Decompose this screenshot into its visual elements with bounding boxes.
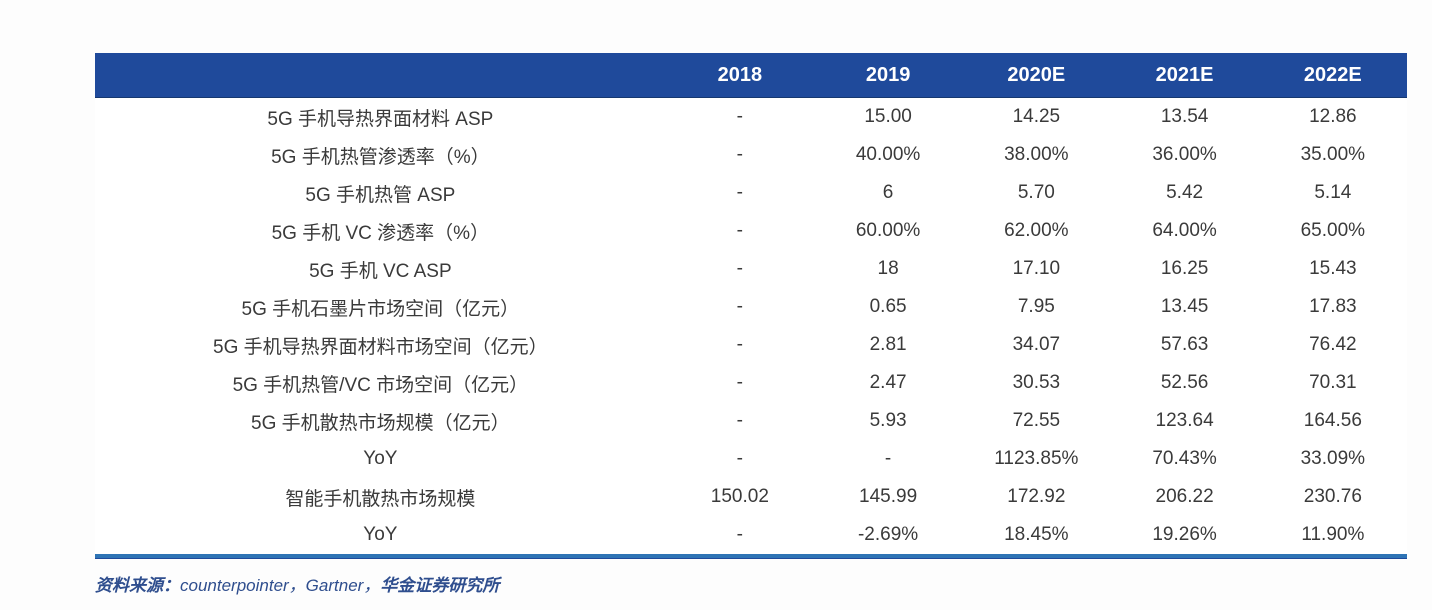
- table-row: 5G 手机热管 ASP - 6 5.70 5.42 5.14: [95, 174, 1407, 212]
- cell-value: 5.14: [1314, 182, 1352, 203]
- cell-value: 0.65: [869, 296, 907, 317]
- cell-value: 60.00%: [855, 220, 921, 241]
- cell-value: 11.90%: [1301, 524, 1365, 545]
- header-cell-year: 2022E: [1303, 64, 1362, 86]
- cell-value: 6: [882, 182, 894, 203]
- cell-value: 15.43: [1309, 258, 1357, 279]
- row-label: 5G 手机导热界面材料 ASP: [267, 108, 494, 130]
- cell-value: 230.76: [1303, 486, 1362, 507]
- cell-value: 34.07: [1012, 334, 1061, 355]
- cell-value: 36.00%: [1152, 144, 1217, 165]
- cell-value: 65.00%: [1300, 220, 1366, 241]
- cell-value: 33.09%: [1300, 448, 1366, 469]
- cell-value: 15.00: [864, 106, 912, 127]
- cell-value: 70.31: [1309, 372, 1357, 393]
- cell-value: 62.00%: [1004, 220, 1069, 241]
- cell-value: -: [736, 334, 743, 355]
- cell-value: -: [736, 220, 743, 241]
- cell-value: 164.56: [1303, 410, 1362, 431]
- cell-value: 2.47: [869, 372, 907, 393]
- cell-value: 17.10: [1012, 258, 1061, 279]
- cell-value: 5.42: [1166, 182, 1204, 203]
- row-label: YoY: [363, 524, 398, 545]
- cell-value: 16.25: [1160, 258, 1209, 279]
- header-cell-year: 2018: [717, 64, 763, 86]
- source-institute-text: 华金证券研究所: [380, 576, 500, 595]
- cell-value: 30.53: [1012, 372, 1061, 393]
- cell-value: 18: [877, 258, 899, 279]
- table-row: YoY - -2.69% 18.45% 19.26% 11.90%: [95, 516, 1407, 554]
- cell-value: 206.22: [1155, 486, 1214, 507]
- cell-value: -: [736, 524, 743, 545]
- cell-value: 2.81: [869, 334, 907, 355]
- cell-value: 38.00%: [1004, 144, 1069, 165]
- cell-value: 57.63: [1160, 334, 1209, 355]
- table-body: 5G 手机导热界面材料 ASP -15.00 14.25 13.54 12.86 5G 手…: [95, 98, 1407, 554]
- row-label: 5G 手机热管渗透率（%）: [271, 146, 490, 168]
- row-label: 5G 手机 VC ASP: [309, 260, 452, 282]
- cell-value: -: [736, 258, 743, 279]
- cell-value: -: [736, 182, 743, 203]
- row-label: YoY: [363, 448, 398, 469]
- cell-value: 35.00%: [1300, 144, 1366, 165]
- cell-value: -: [736, 448, 743, 469]
- cell-value: 72.55: [1012, 410, 1061, 431]
- row-label: 5G 手机 VC 渗透率（%）: [271, 222, 490, 244]
- cell-value: 76.42: [1309, 334, 1357, 355]
- cell-value: -: [736, 372, 743, 393]
- header-cell-year: 2021E: [1155, 64, 1214, 86]
- row-label: 5G 手机散热市场规模（亿元）: [251, 412, 510, 434]
- cell-value: 7.95: [1017, 296, 1055, 317]
- cell-value: 52.56: [1160, 372, 1209, 393]
- cell-value: 17.83: [1309, 296, 1357, 317]
- table-row: 5G 手机石墨片市场空间（亿元） - 0.65 7.95 13.45 17.83: [95, 288, 1407, 326]
- cell-value: 70.43%: [1152, 448, 1217, 469]
- cell-value: 172.92: [1007, 486, 1066, 507]
- source-agencies-text: counterpointer，Gartner，: [180, 576, 381, 595]
- cell-value: 18.45%: [1004, 524, 1069, 545]
- header-cell-label: [95, 53, 666, 97]
- cell-value: 14.25: [1012, 106, 1061, 127]
- cell-value: 13.54: [1160, 106, 1209, 127]
- cell-value: 1123.85%: [994, 448, 1079, 469]
- cell-value: 19.26%: [1152, 524, 1217, 545]
- row-label: 智能手机散热市场规模: [285, 488, 476, 510]
- cell-value: 5.93: [869, 410, 907, 431]
- table-row: 5G 手机散热市场规模（亿元） - 5.93 72.55 123.64 164.56: [95, 402, 1407, 440]
- row-label: 5G 手机热管 ASP: [305, 184, 456, 206]
- table-row: 5G 手机导热界面材料市场空间（亿元） - 2.81 34.07 57.63 76.42: [95, 326, 1407, 364]
- row-label: 5G 手机热管/VC 市场空间（亿元）: [232, 374, 529, 396]
- cell-value: 145.99: [859, 486, 918, 507]
- cell-value: 12.86: [1309, 106, 1357, 127]
- table-bottom-border: [95, 554, 1407, 559]
- header-cell-year: 2020E: [1007, 64, 1066, 86]
- table-row: 5G 手机热管/VC 市场空间（亿元） - 2.47 30.53 52.56 70.31: [95, 364, 1407, 402]
- cell-value: -: [736, 410, 743, 431]
- source-note: 资料来源：counterpointer，Gartner，华金证券研究所: [95, 571, 1407, 596]
- cell-value: -: [736, 296, 743, 317]
- table-header-row: 2018 2019 2020E 2021E 2022E: [95, 53, 1407, 98]
- table-row: 智能手机散热市场规模 150.02 145.99 172.92 206.22 230.76: [95, 478, 1407, 516]
- source-prefix-label: 资料来源：: [95, 576, 180, 595]
- table-row: 5G 手机导热界面材料 ASP - 15.00 14.25 13.54 12.86: [95, 98, 1407, 136]
- cell-value: -2.69%: [857, 524, 919, 545]
- cell-value: 150.02: [710, 486, 769, 507]
- cell-value: 40.00%: [855, 144, 921, 165]
- cell-value: -: [736, 106, 743, 127]
- cell-value: 5.70: [1017, 182, 1055, 203]
- table-row: 5G 手机 VC 渗透率（%） - 60.00% 62.00% 64.00% 65.00%: [95, 212, 1407, 250]
- table-row: YoY - - 1123.85% 70.43% 33.09%: [95, 440, 1407, 478]
- header-cell-year: 2019: [865, 64, 911, 86]
- table-row: 5G 手机 VC ASP - 18 17.10 16.25 15.43: [95, 250, 1407, 288]
- market-size-table: 2018 2019 2020E 2021E 2022E 5G 手机导热界面材料 ASP -…: [95, 53, 1407, 596]
- table-row: 5G 手机热管渗透率（%） - 40.00% 38.00% 36.00% 35.00%: [95, 136, 1407, 174]
- cell-value: -: [736, 144, 743, 165]
- cell-value: 13.45: [1160, 296, 1209, 317]
- cell-value: 123.64: [1155, 410, 1214, 431]
- row-label: 5G 手机石墨片市场空间（亿元）: [241, 298, 520, 320]
- cell-value: 64.00%: [1152, 220, 1217, 241]
- row-label: 5G 手机导热界面材料市场空间（亿元）: [213, 336, 548, 358]
- cell-value: -: [884, 448, 892, 469]
